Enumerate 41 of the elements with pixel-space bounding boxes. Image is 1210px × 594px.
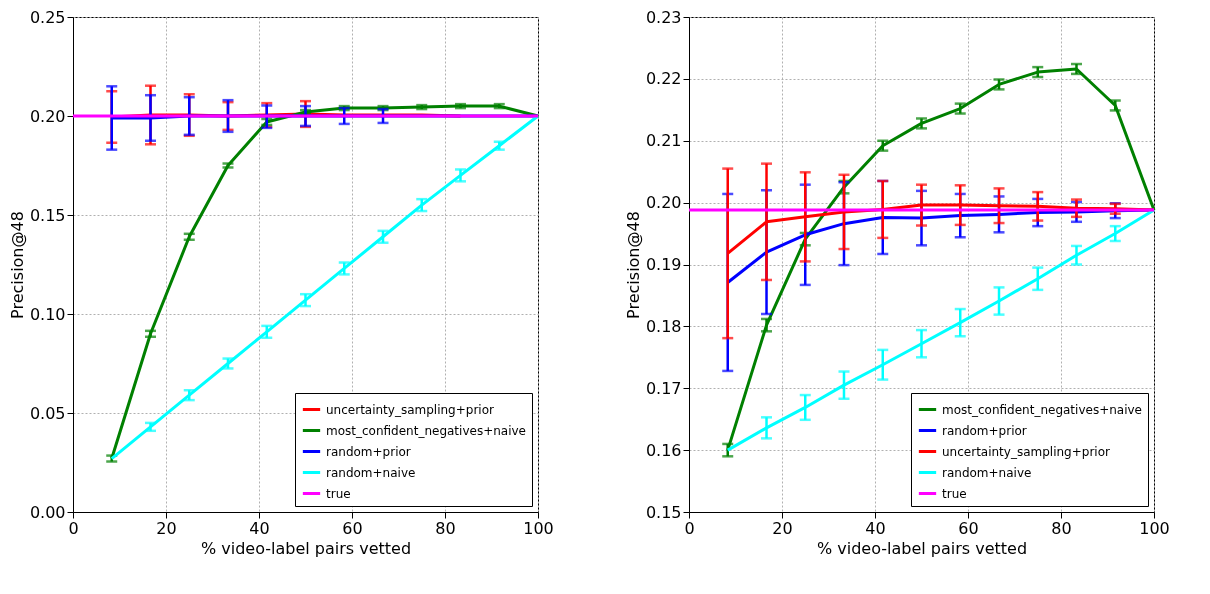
y-tick-label: 0.19 xyxy=(645,255,682,274)
y-tick-label: 0.05 xyxy=(29,403,66,423)
x-tick-label: 80 xyxy=(435,518,456,538)
legend-label: most_confident_negatives+naive xyxy=(326,423,526,438)
legend-label: random+naive xyxy=(326,465,416,480)
x-tick-label: 60 xyxy=(958,518,979,538)
y-tick-label: 0.00 xyxy=(29,502,66,522)
y-tick-label: 0.18 xyxy=(645,316,682,336)
y-tick-label: 0.15 xyxy=(29,205,66,225)
y-tick-label: 0.23 xyxy=(645,7,682,27)
x-tick-label: 40 xyxy=(865,518,886,538)
x-axis-title: % video-label pairs vetted xyxy=(816,538,1028,558)
x-tick-label: 20 xyxy=(772,518,793,538)
legend-label: uncertainty_sampling+prior xyxy=(942,444,1111,459)
x-tick-label: 0 xyxy=(684,518,695,538)
y-tick-label: 0.17 xyxy=(645,378,682,398)
legend-label: random+prior xyxy=(326,444,411,459)
legend-label: true xyxy=(942,486,967,501)
y-tick-label: 0.16 xyxy=(645,440,682,460)
y-tick-label: 0.22 xyxy=(645,69,682,89)
x-tick-label: 100 xyxy=(1139,518,1170,538)
legend-label: random+prior xyxy=(942,423,1027,438)
y-tick-label: 0.15 xyxy=(645,502,682,522)
y-axis-title: Precision@48 xyxy=(7,211,27,319)
x-tick-label: 80 xyxy=(1051,518,1072,538)
x-tick-label: 0 xyxy=(68,518,79,538)
legend-label: random+naive xyxy=(942,465,1032,480)
legend-label: most_confident_negatives+naive xyxy=(942,402,1142,417)
x-axis-title: % video-label pairs vetted xyxy=(200,538,412,558)
legend-label: true xyxy=(326,486,351,501)
x-tick-label: 20 xyxy=(156,518,177,538)
x-tick-label: 100 xyxy=(523,518,554,538)
legend-label: uncertainty_sampling+prior xyxy=(326,402,495,417)
y-tick-label: 0.21 xyxy=(645,131,682,151)
y-tick-label: 0.20 xyxy=(645,193,682,213)
y-tick-label: 0.20 xyxy=(29,106,66,126)
x-tick-label: 60 xyxy=(342,518,363,538)
y-tick-label: 0.10 xyxy=(29,304,66,324)
x-tick-label: 40 xyxy=(249,518,270,538)
y-tick-label: 0.25 xyxy=(29,7,66,27)
y-axis-title: Precision@48 xyxy=(623,211,643,319)
